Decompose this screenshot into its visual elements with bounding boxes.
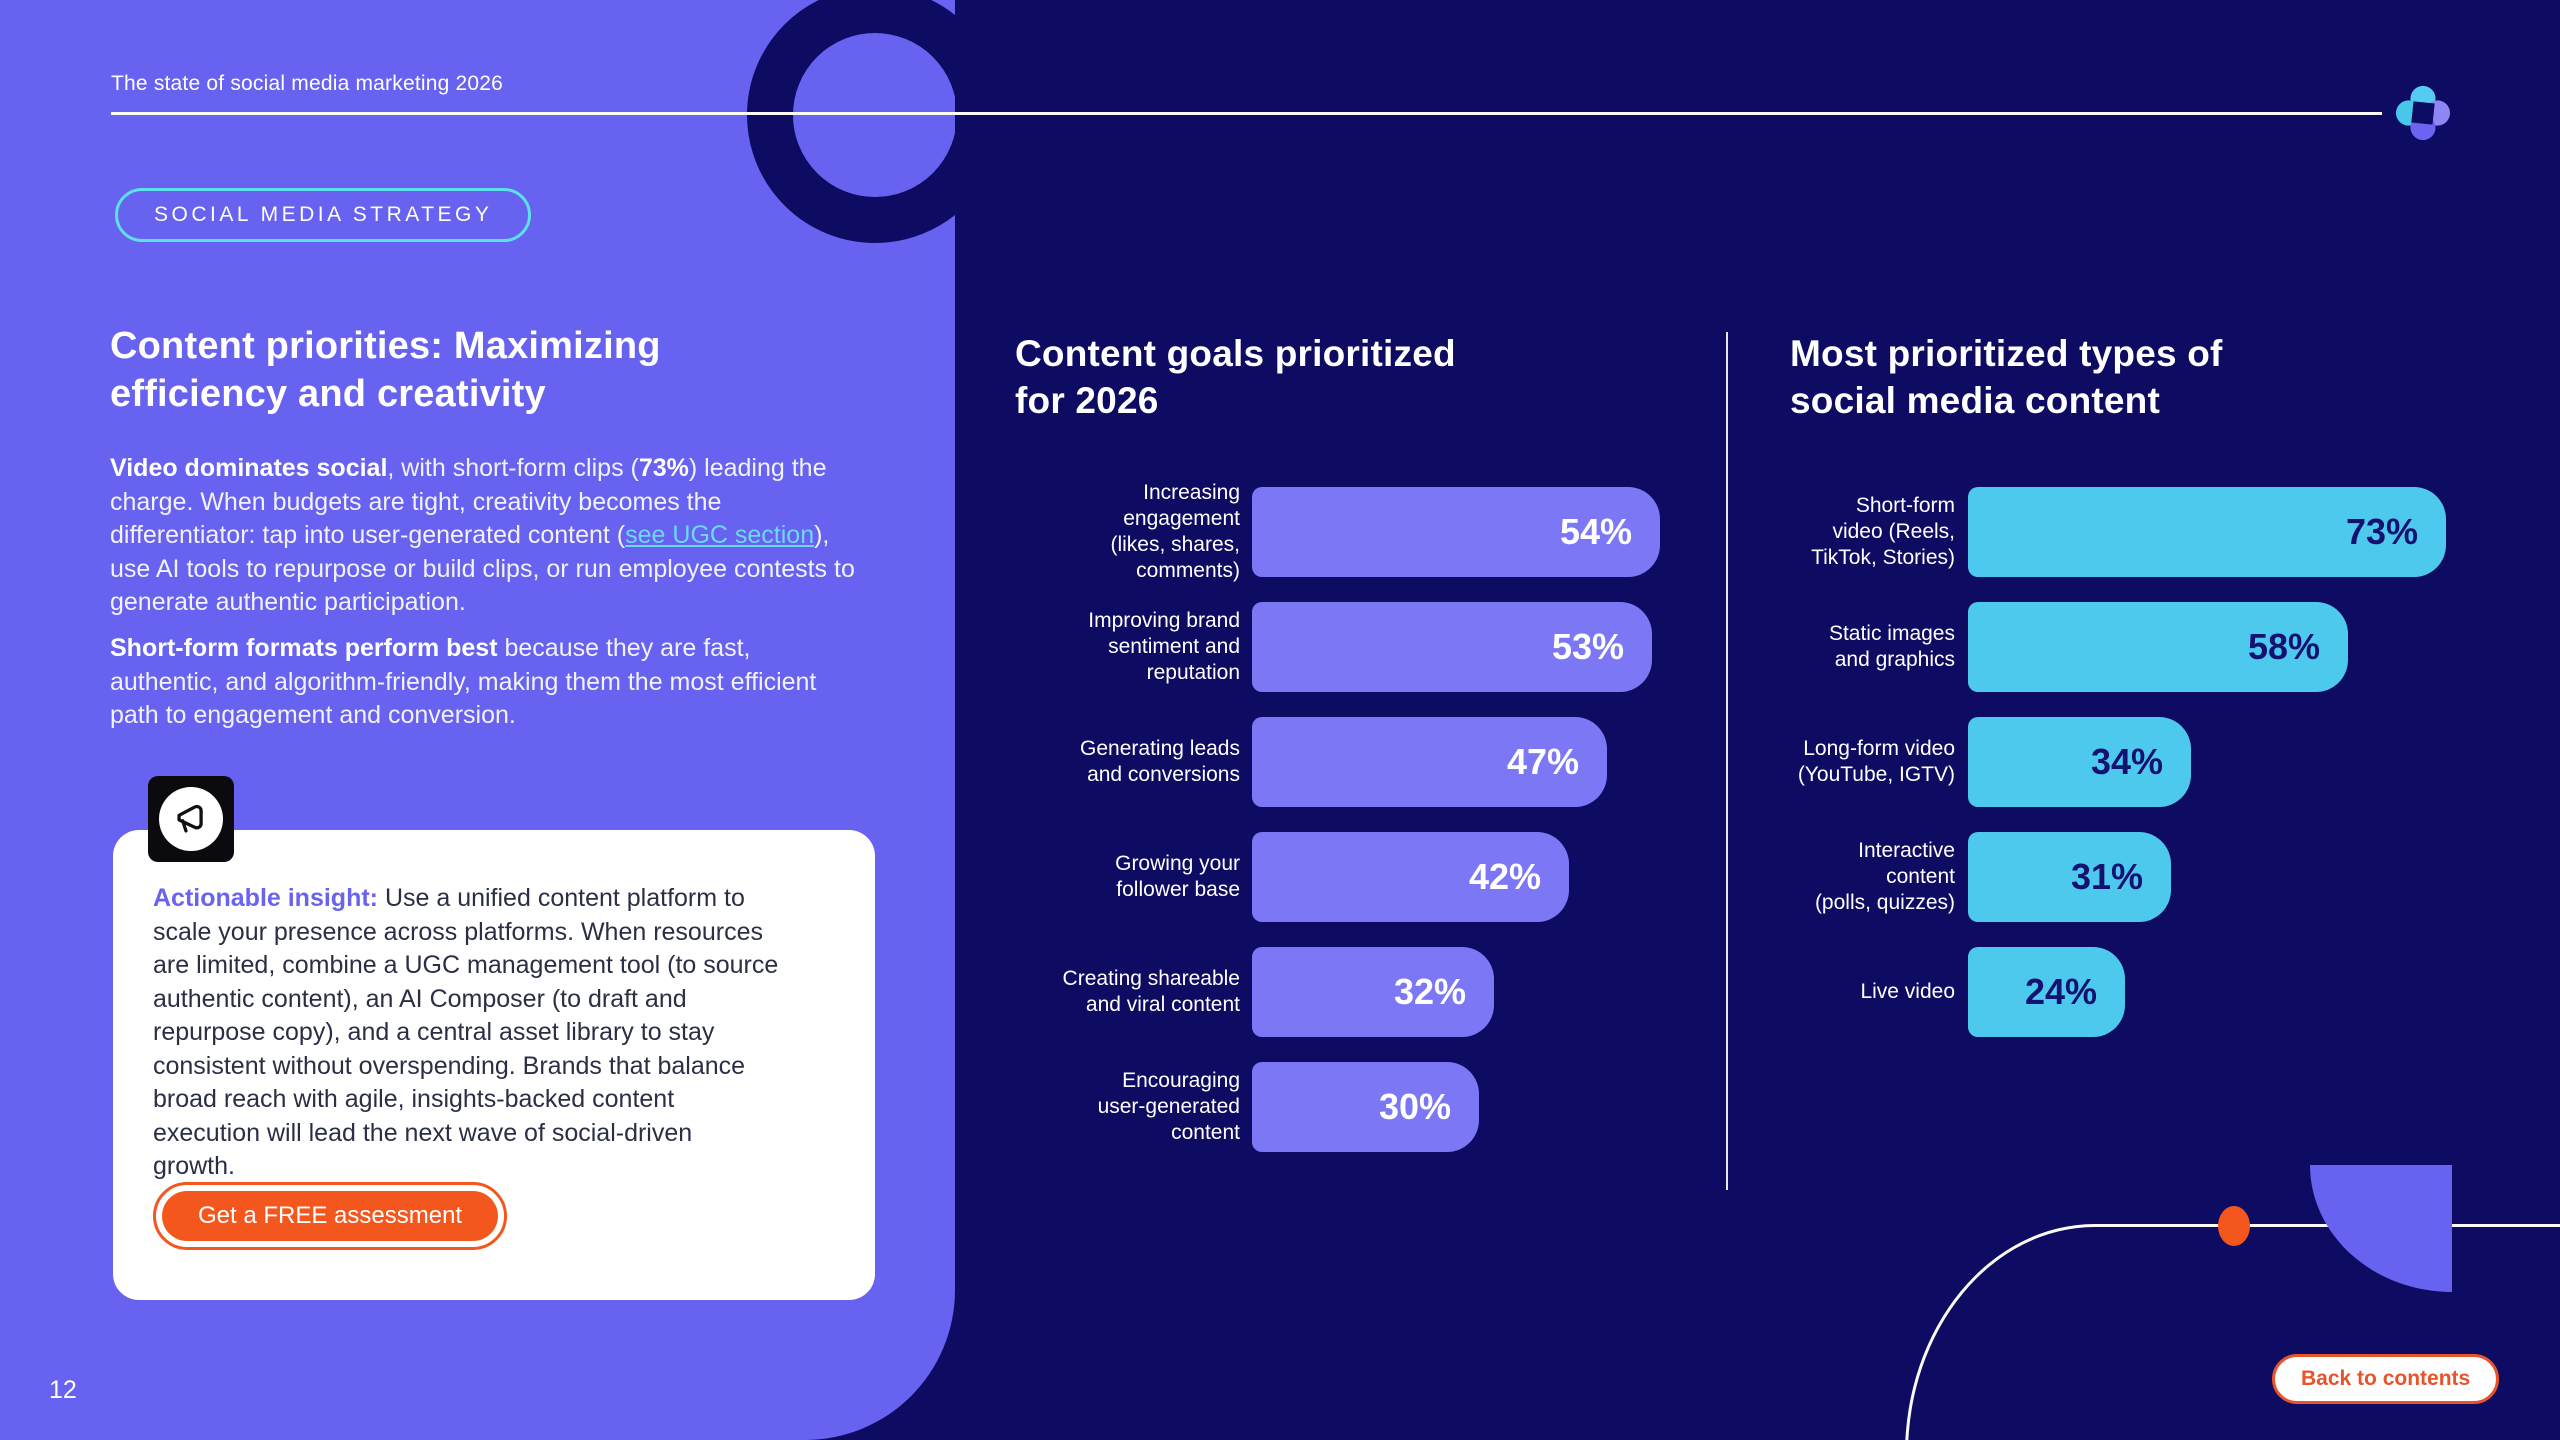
bar-row: Interactive content (polls, quizzes) 31%: [1790, 832, 2446, 922]
megaphone-icon-circle: [159, 787, 223, 851]
bold-text: Video dominates social: [110, 454, 388, 482]
bar-row: Live video 24%: [1790, 947, 2446, 1037]
bar-category-label: Live video: [1860, 980, 1955, 1003]
rounded-line-decoration: [1905, 1224, 2560, 1440]
megaphone-icon: [148, 776, 234, 862]
body-text: , with short-form clips (: [387, 454, 639, 482]
page-number: 12: [49, 1376, 77, 1404]
bar-row: Generating leads and conversions 47%: [1015, 717, 1660, 807]
bar: 73%: [1968, 487, 2446, 577]
ugc-section-link[interactable]: see UGC section: [625, 521, 815, 549]
chart-title-line: Content goals prioritized: [1015, 333, 1456, 374]
bar-value-label: 73%: [2345, 511, 2418, 552]
bar-category-label: Long-form video (YouTube, IGTV): [1797, 737, 1955, 786]
insight-body: Use a unified content platform to scale …: [153, 884, 779, 1180]
intro-paragraph: Video dominates social, with short-form …: [110, 452, 860, 620]
content-types-chart: Most prioritized types of social media c…: [1790, 330, 2446, 1037]
bar: 34%: [1968, 717, 2191, 807]
bar: 24%: [1968, 947, 2125, 1037]
back-to-contents-button[interactable]: Back to contents: [2272, 1354, 2500, 1404]
orange-dot-decoration: [2218, 1206, 2250, 1246]
bar-row: Static images and graphics 58%: [1790, 602, 2446, 692]
chart-title-line: social media content: [1790, 380, 2160, 421]
bar-value-label: 32%: [1393, 971, 1466, 1012]
bar-rows: Short-form video (Reels, TikTok, Stories) 7…: [1790, 487, 2446, 1062]
bold-stat: 73%: [638, 454, 689, 482]
bar-value-label: 24%: [2024, 971, 2097, 1012]
body-text: ), use AI tools to repurpose or build cl…: [110, 521, 855, 616]
chart-title-line: Most prioritized types of: [1790, 333, 2223, 374]
bar: 47%: [1252, 717, 1607, 807]
bar-value-label: 30%: [1378, 1086, 1451, 1127]
report-title: The state of social media marketing 2026: [111, 72, 504, 95]
bar-value-label: 53%: [1551, 626, 1624, 667]
bar: 58%: [1968, 602, 2348, 692]
bar-category-label: Creating shareable and viral content: [1062, 967, 1240, 1016]
free-assessment-button[interactable]: Get a FREE assessment: [153, 1182, 508, 1250]
body-text: because they are fast, authentic, and al…: [110, 634, 817, 729]
bar-rows: Increasing engagement (likes, shares, comme…: [1015, 481, 1660, 1177]
bar-category-label: Generating leads and conversions: [1080, 737, 1240, 786]
secondary-paragraph: Short-form formats perform best because …: [110, 632, 860, 733]
charts-divider: [1726, 332, 1728, 1190]
chart-title: Most prioritized types of social media c…: [1790, 330, 2223, 424]
bar-category-label: Interactive content (polls, quizzes): [1814, 839, 1955, 914]
bar-value-label: 34%: [2090, 741, 2163, 782]
bar-category-label: Encouraging user-generated content: [1097, 1069, 1240, 1144]
insight-card: Actionable insight: Use a unified conten…: [113, 830, 875, 1300]
brand-logo-icon: [2395, 85, 2451, 141]
bar-value-label: 42%: [1468, 856, 1541, 897]
bar-row: Growing your follower base 42%: [1015, 832, 1660, 922]
header-divider: [111, 112, 2382, 115]
bar-row: Creating shareable and viral content 32%: [1015, 947, 1660, 1037]
bold-text: Short-form formats perform best: [110, 634, 498, 662]
bar-category-label: Static images and graphics: [1828, 622, 1955, 671]
bar: 31%: [1968, 832, 2171, 922]
bar: 53%: [1252, 602, 1652, 692]
bar-value-label: 47%: [1506, 741, 1579, 782]
content-goals-chart: Content goals prioritized for 2026 Incre…: [1015, 330, 1660, 1152]
bar-row: Long-form video (YouTube, IGTV) 34%: [1790, 717, 2446, 807]
body-text: ) leading the charge. When budgets are t…: [110, 454, 827, 549]
free-assessment-button-label: Get a FREE assessment: [162, 1191, 499, 1241]
bar-category-label: Growing your follower base: [1115, 852, 1240, 901]
bar-row: Increasing engagement (likes, shares, comme…: [1015, 481, 1660, 582]
chart-title: Content goals prioritized for 2026: [1015, 330, 1456, 424]
bar-value-label: 54%: [1559, 511, 1632, 552]
bar: 42%: [1252, 832, 1569, 922]
section-badge: SOCIAL MEDIA STRATEGY: [115, 188, 532, 242]
page-title: Content priorities: Maximizing efficienc…: [110, 325, 661, 415]
bar-category-label: Improving brand sentiment and reputation: [1088, 609, 1240, 684]
insight-label: Actionable insight:: [153, 884, 378, 912]
bar: 32%: [1252, 947, 1494, 1037]
bar-value-label: 31%: [2070, 856, 2143, 897]
bar-category-label: Short-form video (Reels, TikTok, Stories): [1811, 494, 1955, 569]
insight-text: Actionable insight: Use a unified conten…: [153, 882, 781, 1184]
bar-category-label: Increasing engagement (likes, shares, comme…: [1110, 481, 1240, 582]
chart-title-line: for 2026: [1015, 380, 1159, 421]
bar-row: Encouraging user-generated content 30%: [1015, 1062, 1660, 1152]
bar-value-label: 58%: [2247, 626, 2320, 667]
ring-decoration-icon: [747, 0, 955, 243]
bar-row: Short-form video (Reels, TikTok, Stories) 7…: [1790, 487, 2446, 577]
bar: 30%: [1252, 1062, 1479, 1152]
bar: 54%: [1252, 487, 1660, 577]
bar-row: Improving brand sentiment and reputation 53…: [1015, 602, 1660, 692]
